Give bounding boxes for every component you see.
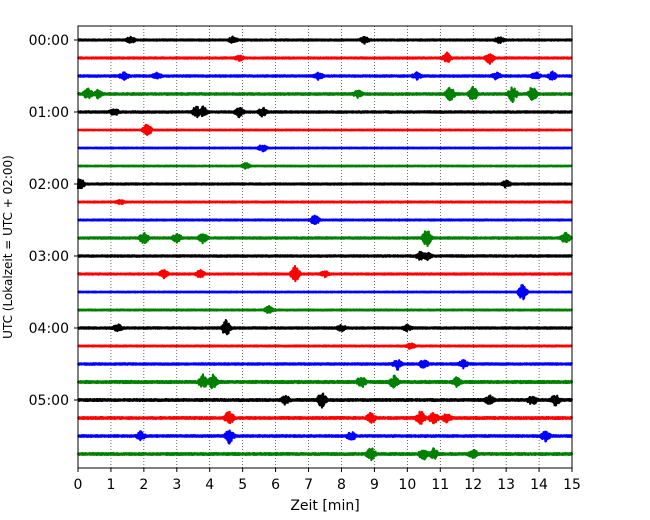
- y-tick-label: 01:00: [29, 105, 69, 121]
- y-axis-label: UTC (Lokalzeit = UTC + 02:00): [1, 155, 15, 339]
- x-tick-label: 7: [304, 477, 313, 493]
- seismic-traces: [76, 35, 574, 462]
- x-tick-label: 0: [74, 477, 83, 493]
- plot-frame: [77, 25, 573, 469]
- trace-line: [77, 230, 574, 248]
- x-tick-label: 14: [530, 477, 548, 493]
- trace-line: [76, 373, 574, 390]
- x-tick-label: 5: [238, 477, 247, 493]
- x-tick-label: 6: [271, 477, 280, 493]
- trace-line: [77, 35, 574, 45]
- x-tick-label: 2: [139, 477, 148, 493]
- y-tick-label: 05:00: [29, 393, 69, 409]
- y-tick-label: 03:00: [29, 249, 69, 265]
- x-tick-label: 4: [205, 477, 214, 493]
- x-tick-label: 1: [106, 477, 115, 493]
- trace-line: [76, 177, 574, 190]
- trace-line: [76, 250, 574, 262]
- trace-line: [77, 342, 573, 350]
- y-axis-ticks: 00:00 01:00 02:00 03:00 04:00 05:00: [29, 33, 78, 409]
- y-tick-label: 00:00: [29, 33, 69, 49]
- x-tick-label: 9: [370, 477, 379, 493]
- x-axis-label: Zeit [min]: [290, 498, 359, 514]
- trace-line: [77, 284, 573, 301]
- trace-line: [77, 318, 574, 336]
- trace-line: [77, 123, 573, 137]
- x-tick-label: 15: [563, 477, 581, 493]
- x-tick-label: 11: [431, 477, 449, 493]
- trace-line: [76, 85, 574, 104]
- trace-line: [76, 358, 574, 371]
- trace-line: [77, 214, 573, 225]
- x-tick-label: 10: [398, 477, 416, 493]
- trace-line: [76, 264, 573, 283]
- trace-line: [77, 162, 573, 170]
- y-tick-label: 04:00: [29, 321, 69, 337]
- x-tick-label: 3: [172, 477, 181, 493]
- trace-line: [76, 429, 574, 445]
- trace-line: [76, 410, 574, 425]
- trace-line: [77, 144, 573, 153]
- x-axis-ticks: 0 1 2 3 4 5 6 7 8 9 10 11 12 13 14 15: [74, 468, 581, 493]
- x-tick-label: 12: [464, 477, 482, 493]
- trace-line: [76, 70, 573, 81]
- trace-line: [76, 447, 574, 462]
- x-tick-label: 13: [497, 477, 515, 493]
- y-tick-label: 02:00: [29, 177, 69, 193]
- trace-line: [77, 304, 573, 314]
- trace-line: [76, 51, 573, 65]
- trace-line: [77, 199, 573, 206]
- trace-line: [76, 392, 574, 409]
- x-tick-label: 8: [337, 477, 346, 493]
- trace-line: [76, 105, 574, 119]
